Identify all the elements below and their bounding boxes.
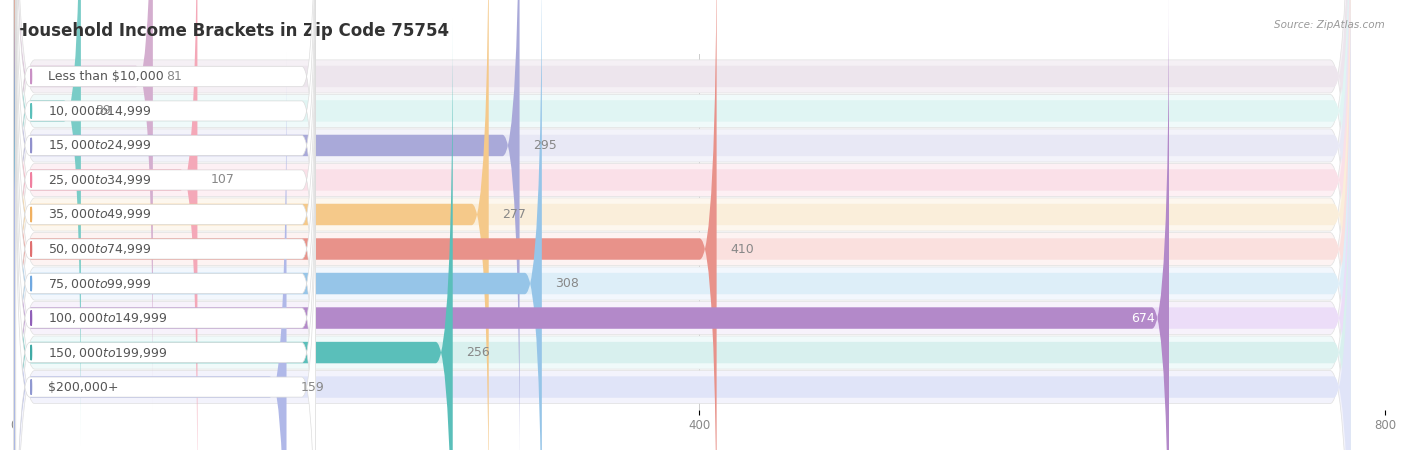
- Text: Source: ZipAtlas.com: Source: ZipAtlas.com: [1274, 20, 1385, 30]
- FancyBboxPatch shape: [14, 0, 1351, 450]
- Text: Household Income Brackets in Zip Code 75754: Household Income Brackets in Zip Code 75…: [14, 22, 449, 40]
- FancyBboxPatch shape: [14, 0, 1351, 450]
- FancyBboxPatch shape: [15, 52, 315, 450]
- FancyBboxPatch shape: [14, 0, 153, 411]
- FancyBboxPatch shape: [14, 0, 541, 450]
- Text: 308: 308: [555, 277, 579, 290]
- FancyBboxPatch shape: [14, 18, 1351, 450]
- FancyBboxPatch shape: [14, 53, 1351, 450]
- FancyBboxPatch shape: [15, 0, 315, 377]
- FancyBboxPatch shape: [14, 0, 1351, 450]
- FancyBboxPatch shape: [14, 0, 1351, 450]
- FancyBboxPatch shape: [14, 0, 1351, 450]
- FancyBboxPatch shape: [15, 18, 315, 450]
- Text: $150,000 to $199,999: $150,000 to $199,999: [48, 346, 167, 360]
- FancyBboxPatch shape: [14, 0, 1351, 450]
- FancyBboxPatch shape: [14, 0, 1351, 450]
- FancyBboxPatch shape: [14, 0, 717, 450]
- FancyBboxPatch shape: [14, 18, 453, 450]
- FancyBboxPatch shape: [15, 0, 315, 446]
- FancyBboxPatch shape: [15, 0, 315, 412]
- FancyBboxPatch shape: [14, 0, 1351, 446]
- FancyBboxPatch shape: [14, 0, 1351, 450]
- FancyBboxPatch shape: [15, 86, 315, 450]
- Text: $50,000 to $74,999: $50,000 to $74,999: [48, 242, 152, 256]
- FancyBboxPatch shape: [14, 0, 1351, 450]
- Text: $35,000 to $49,999: $35,000 to $49,999: [48, 207, 152, 221]
- FancyBboxPatch shape: [14, 0, 1351, 450]
- Text: 159: 159: [301, 381, 323, 394]
- Text: 674: 674: [1132, 311, 1156, 324]
- FancyBboxPatch shape: [14, 0, 1351, 450]
- FancyBboxPatch shape: [14, 0, 1351, 411]
- FancyBboxPatch shape: [14, 0, 1351, 450]
- FancyBboxPatch shape: [15, 121, 315, 450]
- FancyBboxPatch shape: [14, 0, 489, 450]
- Text: 410: 410: [730, 243, 754, 256]
- Text: $200,000+: $200,000+: [48, 381, 120, 394]
- FancyBboxPatch shape: [14, 0, 82, 446]
- Text: 295: 295: [533, 139, 557, 152]
- Text: 277: 277: [502, 208, 526, 221]
- Text: $75,000 to $99,999: $75,000 to $99,999: [48, 276, 152, 291]
- FancyBboxPatch shape: [14, 0, 1351, 450]
- FancyBboxPatch shape: [14, 0, 1168, 450]
- FancyBboxPatch shape: [14, 0, 1351, 450]
- Text: 107: 107: [211, 174, 235, 186]
- Text: 81: 81: [166, 70, 183, 83]
- FancyBboxPatch shape: [14, 0, 197, 450]
- FancyBboxPatch shape: [15, 0, 315, 450]
- Text: Less than $10,000: Less than $10,000: [48, 70, 165, 83]
- FancyBboxPatch shape: [14, 53, 287, 450]
- FancyBboxPatch shape: [15, 0, 315, 342]
- Text: 39: 39: [94, 104, 110, 117]
- Text: $25,000 to $34,999: $25,000 to $34,999: [48, 173, 152, 187]
- FancyBboxPatch shape: [15, 0, 315, 450]
- FancyBboxPatch shape: [14, 0, 1351, 450]
- Text: 256: 256: [467, 346, 491, 359]
- Text: $100,000 to $149,999: $100,000 to $149,999: [48, 311, 167, 325]
- Text: $10,000 to $14,999: $10,000 to $14,999: [48, 104, 152, 118]
- FancyBboxPatch shape: [14, 0, 520, 450]
- Text: $15,000 to $24,999: $15,000 to $24,999: [48, 139, 152, 153]
- FancyBboxPatch shape: [14, 0, 1351, 450]
